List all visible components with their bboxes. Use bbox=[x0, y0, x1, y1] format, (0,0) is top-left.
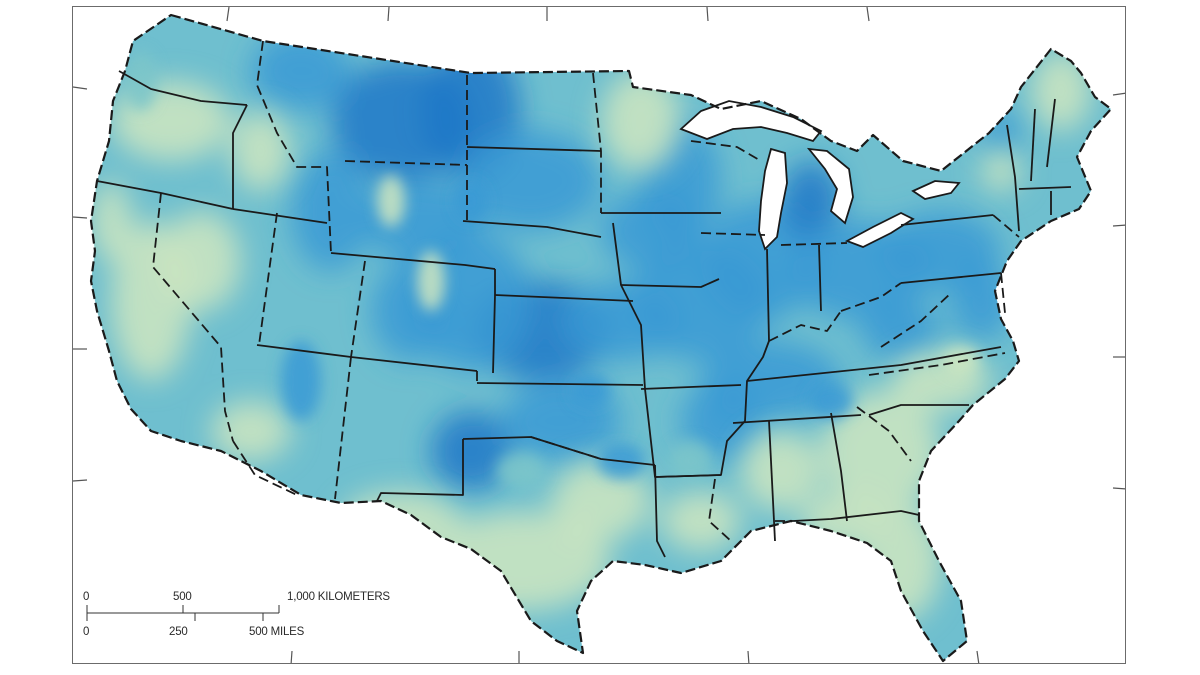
boundary-ms-al bbox=[768, 420, 776, 542]
boundary-mt-wy bbox=[344, 160, 468, 166]
map-frame: 0 500 1,000 KILOMETERS 0 250 500 MILES bbox=[72, 6, 1126, 664]
boundary-sd-ne bbox=[462, 220, 602, 238]
boundary-mo-ar bbox=[640, 384, 742, 390]
precip-zone bbox=[741, 431, 821, 511]
precip-zone bbox=[161, 211, 241, 311]
boundary-pa-md bbox=[900, 272, 1002, 284]
boundary-ok-tx-red bbox=[530, 436, 602, 460]
precip-zone bbox=[781, 161, 841, 241]
precip-zone bbox=[455, 181, 487, 221]
precip-zone bbox=[661, 491, 741, 551]
boundary-ma-ct bbox=[1018, 186, 1072, 190]
boundary-mi-oh bbox=[780, 242, 848, 246]
precip-zone bbox=[291, 151, 371, 271]
boundary-nd-mn bbox=[592, 72, 602, 213]
boundary-id-mt bbox=[256, 40, 332, 254]
boundary-ms-la bbox=[708, 478, 732, 542]
lake-huron bbox=[806, 147, 854, 225]
boundary-ga-fl bbox=[792, 510, 920, 522]
precip-zone bbox=[821, 391, 941, 511]
boundary-mississippi bbox=[612, 222, 770, 478]
lake-ontario bbox=[911, 180, 961, 200]
boundary-wi-mi bbox=[690, 140, 762, 162]
boundary-nd-sd bbox=[466, 146, 602, 152]
boundary-wi-il bbox=[700, 232, 766, 236]
precip-zone bbox=[251, 31, 351, 111]
land-surface bbox=[91, 15, 1111, 661]
precip-zone bbox=[601, 191, 701, 271]
precip-zone bbox=[981, 151, 1021, 191]
map-canvas bbox=[73, 7, 1125, 663]
precip-zone bbox=[801, 491, 881, 551]
precip-zone bbox=[461, 131, 601, 231]
precip-zone bbox=[571, 375, 611, 407]
boundary-nj-ny bbox=[992, 214, 1020, 238]
boundary-ne-ks bbox=[494, 294, 634, 302]
us-outline bbox=[89, 13, 1113, 663]
boundary-nh-me bbox=[1046, 98, 1056, 168]
boundary-ky-in bbox=[768, 310, 842, 342]
precip-zone bbox=[601, 71, 681, 171]
great-lakes bbox=[679, 100, 961, 251]
boundary-wv-va bbox=[880, 292, 952, 348]
boundary-al-ga bbox=[830, 412, 848, 522]
boundary-az-nm bbox=[334, 356, 352, 500]
boundary-tx-la bbox=[654, 464, 666, 558]
scale-km-500: 500 bbox=[173, 591, 192, 603]
precip-zone bbox=[431, 411, 511, 491]
precip-zone bbox=[231, 111, 291, 191]
boundary-il-in bbox=[766, 248, 770, 342]
lake-michigan bbox=[758, 147, 788, 251]
lake-erie bbox=[844, 211, 915, 248]
scale-km-0: 0 bbox=[83, 591, 90, 603]
precip-zone bbox=[497, 453, 545, 489]
precip-zone bbox=[281, 341, 321, 421]
precip-zone bbox=[681, 381, 761, 461]
precip-zone bbox=[551, 461, 651, 541]
precip-zone bbox=[1031, 51, 1091, 131]
boundary-or-id bbox=[232, 104, 248, 209]
boundary-id-nv-ut bbox=[232, 208, 328, 224]
precip-zone bbox=[341, 491, 461, 551]
boundary-ny-new-england bbox=[1006, 124, 1020, 232]
boundary-ca-nv bbox=[152, 192, 234, 442]
boundary-tn-ms-al bbox=[732, 414, 862, 424]
precip-zone bbox=[809, 383, 853, 419]
precip-zone bbox=[417, 251, 445, 311]
scale-mi-250: 250 bbox=[169, 626, 188, 638]
precip-zone bbox=[91, 181, 131, 261]
precip-zone bbox=[377, 175, 405, 227]
boundary-ks-ok bbox=[476, 382, 644, 386]
boundary-nc-sc bbox=[868, 404, 969, 416]
boundary-ut-az bbox=[256, 344, 352, 358]
precip-zone bbox=[981, 111, 1021, 151]
scale-mi-500: 500 MILES bbox=[249, 626, 305, 638]
boundary-va-nc bbox=[868, 352, 1006, 376]
scale-mi-0: 0 bbox=[83, 626, 90, 638]
boundary-nm-tx bbox=[376, 439, 464, 502]
boundary-vt-nh bbox=[1030, 108, 1036, 182]
scale-km-1000: 1,000 KILOMETERS bbox=[287, 591, 390, 603]
lake-superior bbox=[679, 100, 823, 143]
state-boundaries bbox=[96, 40, 1072, 558]
precip-zone bbox=[211, 401, 291, 461]
graticule-ticks bbox=[73, 7, 1125, 663]
boundary-nv-ut bbox=[258, 212, 278, 346]
boundary-pa-ny bbox=[900, 214, 994, 226]
boundary-wa-or bbox=[118, 70, 248, 106]
boundary-wy-co bbox=[330, 252, 496, 270]
precip-zone bbox=[951, 261, 1011, 341]
boundary-ia-mo bbox=[620, 278, 720, 288]
boundary-ut-co bbox=[350, 260, 366, 358]
boundary-de-md bbox=[1000, 272, 1006, 314]
boundary-oh-in bbox=[818, 244, 822, 312]
boundary-co-nm bbox=[350, 356, 478, 372]
scale-bar bbox=[86, 605, 280, 621]
precip-zone bbox=[125, 51, 157, 111]
precip-zone bbox=[701, 201, 821, 321]
boundary-ky-tn bbox=[746, 346, 1002, 382]
precip-zone bbox=[669, 441, 713, 481]
boundary-sc-ga bbox=[856, 406, 912, 462]
